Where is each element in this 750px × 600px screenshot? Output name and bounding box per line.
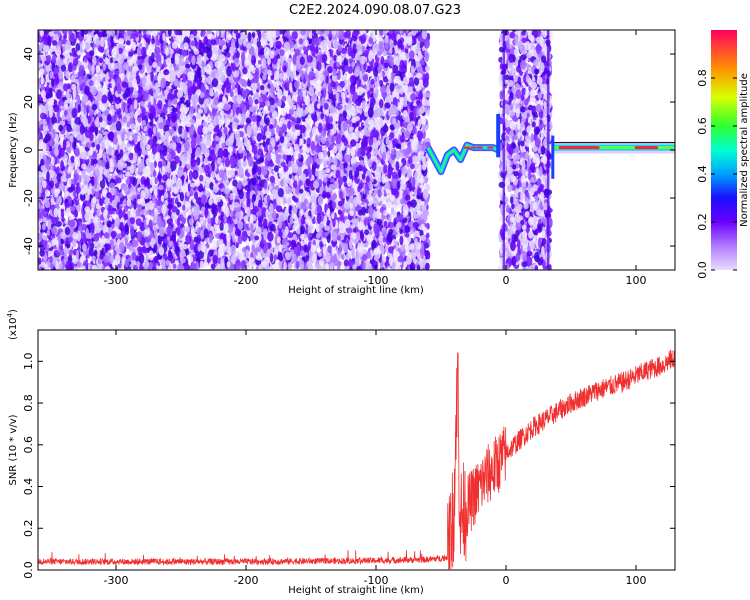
spectrogram-cell <box>60 207 65 218</box>
spectrogram-cell <box>274 165 279 172</box>
spectrogram-cell <box>132 65 138 72</box>
spectrogram-cell <box>343 259 349 267</box>
spectrogram-cell <box>367 65 372 74</box>
spectrogram-cell <box>347 119 352 125</box>
spectrogram-cell <box>425 250 431 261</box>
spectrogram-cell <box>65 71 71 79</box>
spectrogram-plot-area <box>38 30 675 270</box>
chart-title: C2E2.2024.090.08.07.G23 <box>289 3 461 18</box>
spectrogram-cell <box>153 160 157 169</box>
spectrogram-cell <box>203 253 208 265</box>
spectrogram-cell <box>138 30 142 35</box>
